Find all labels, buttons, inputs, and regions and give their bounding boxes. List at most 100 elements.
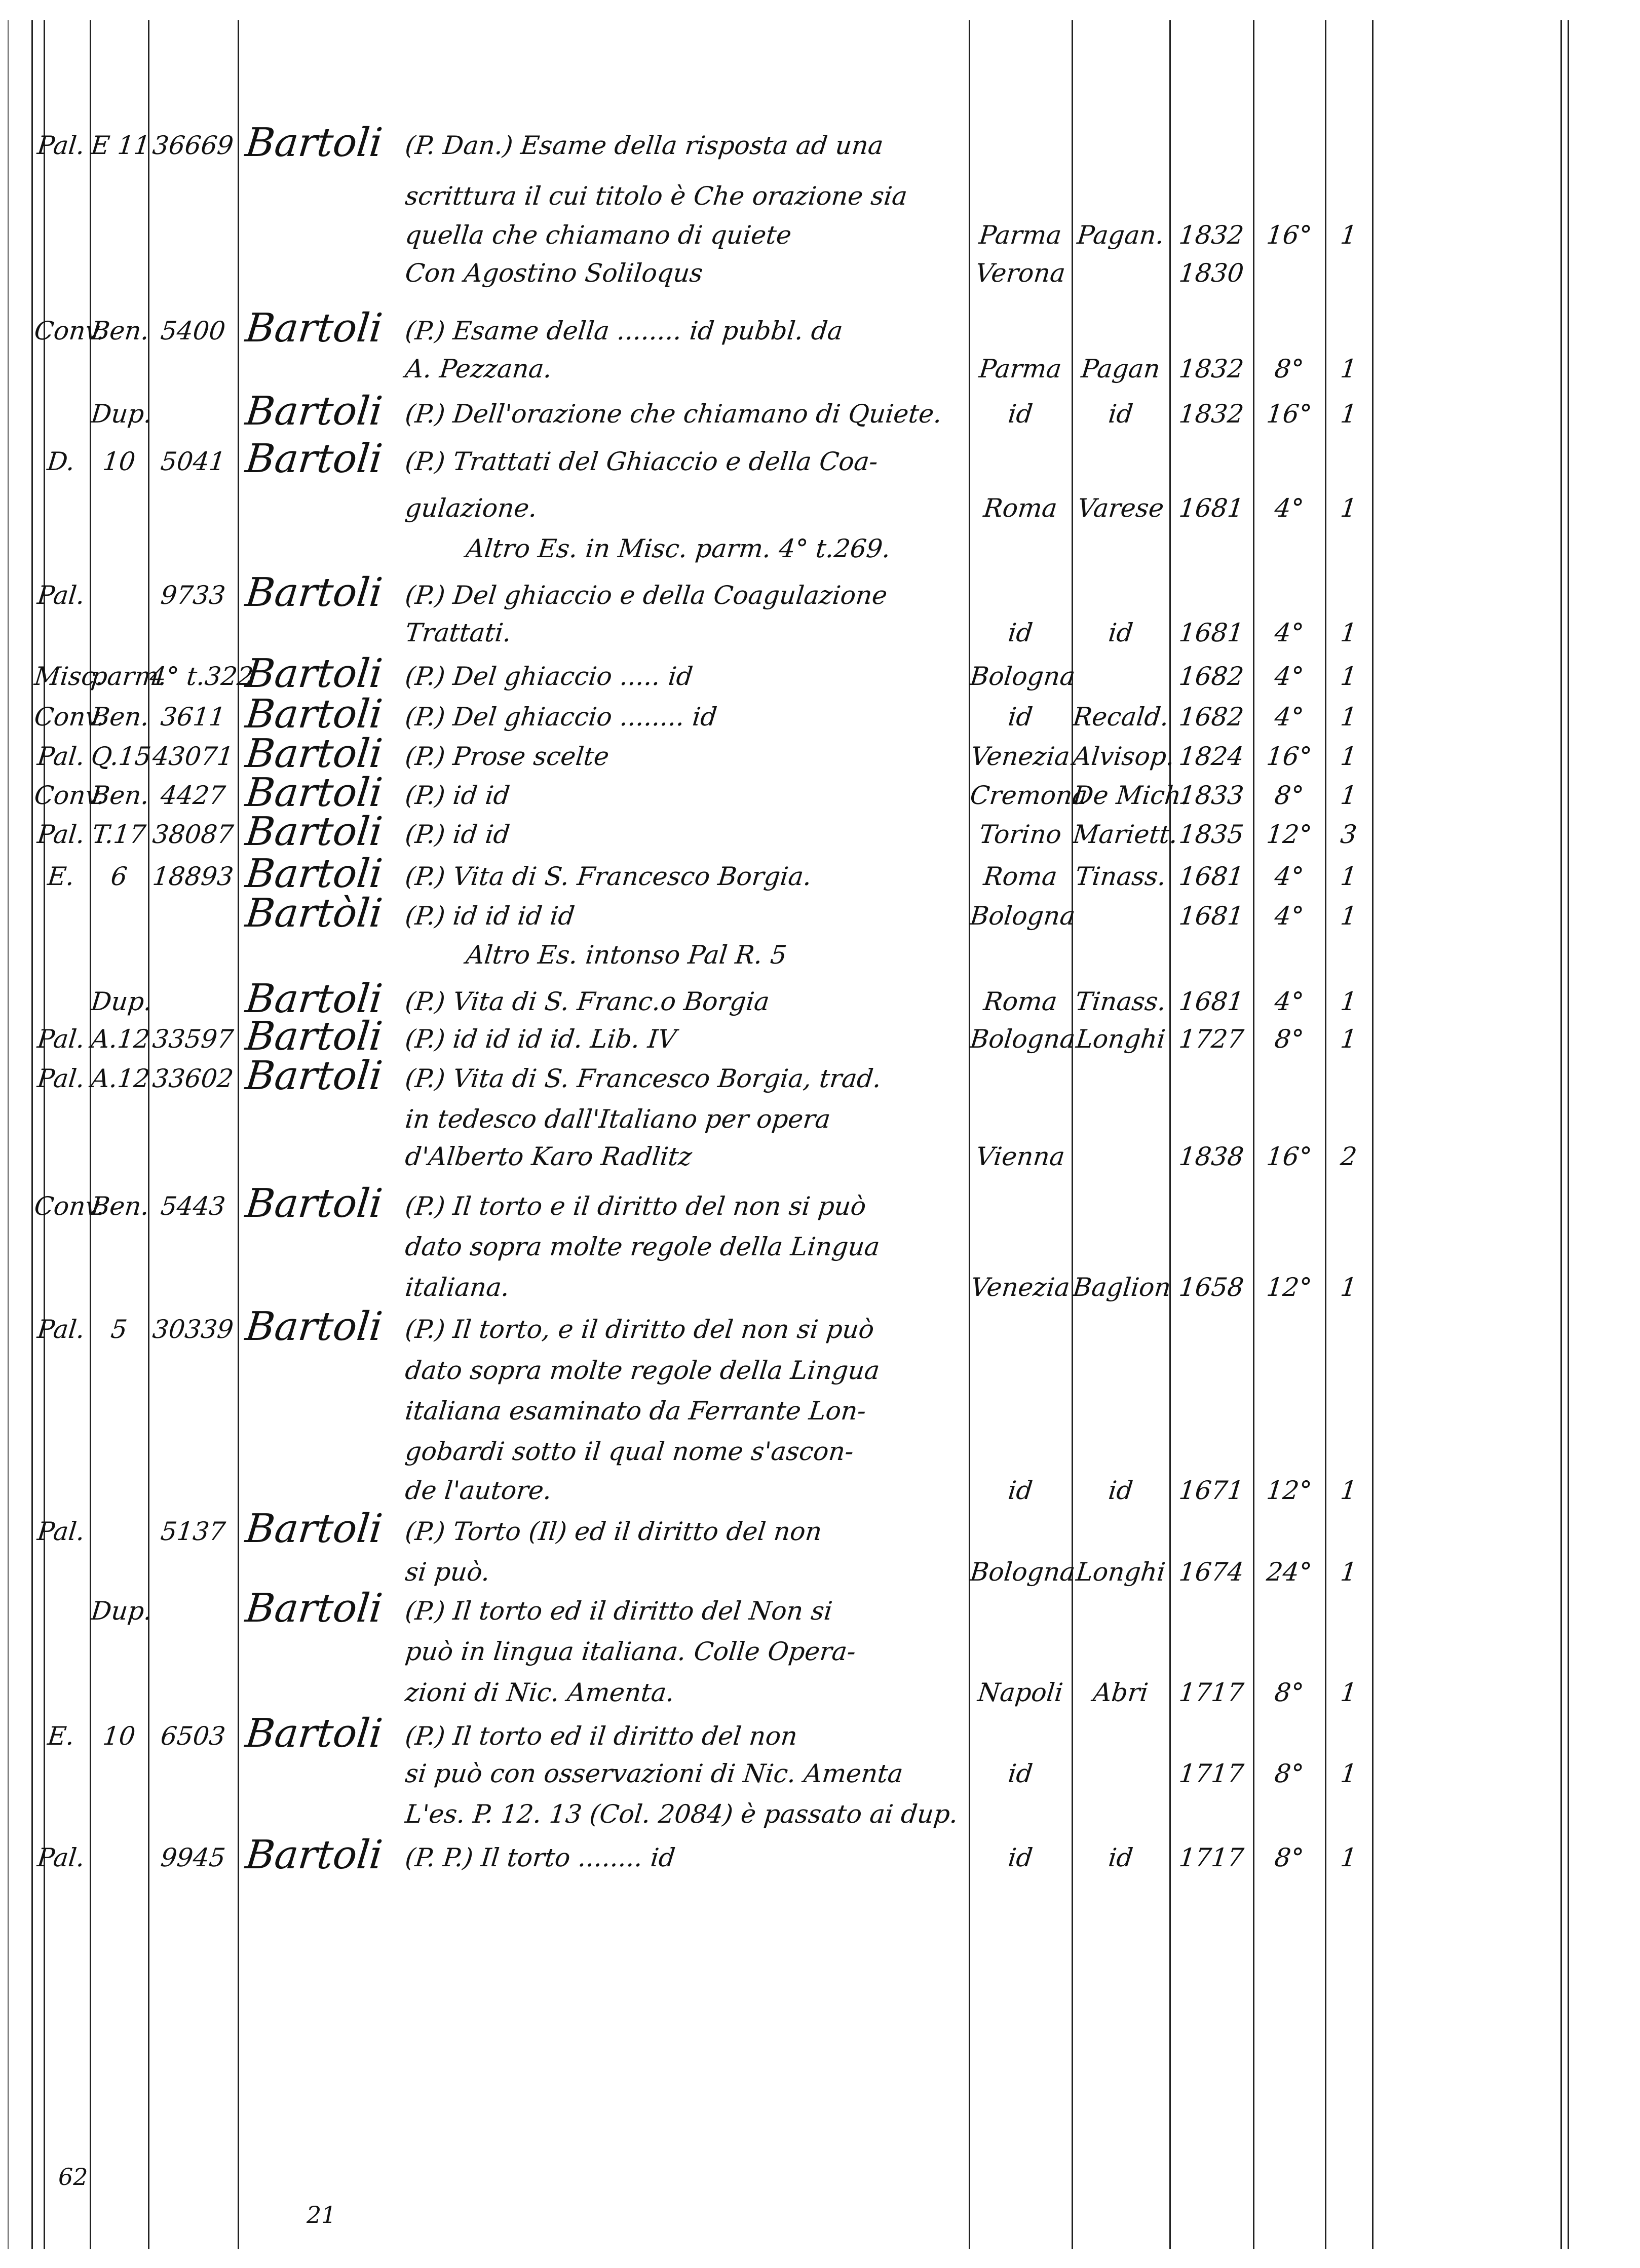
- entry-number: 33597: [151, 1024, 235, 1054]
- entry-author: Bartoli: [243, 1180, 385, 1226]
- entry-title-line: in tedesco dall'Italiano per opera: [403, 1104, 832, 1134]
- entry-title-line: L'es. P. 12. 13 (Col. 2084) è passato ai…: [403, 1799, 960, 1829]
- entry-number: 3611: [159, 702, 227, 732]
- entry-title-line: (P. P.) Il torto ........ id: [403, 1843, 677, 1873]
- entry-fonds: Pal.: [35, 820, 87, 850]
- entry-place: Bologna: [968, 1024, 1077, 1054]
- entry-fonds: Pal.: [35, 1843, 87, 1873]
- entry-author: Bartoli: [243, 436, 385, 482]
- entry-author: Bartoli: [243, 651, 385, 697]
- entry-year: 1835: [1177, 820, 1245, 850]
- entry-year: 1682: [1177, 702, 1245, 732]
- entry-author: Bartoli: [243, 1304, 385, 1350]
- entry-author: Bartoli: [243, 388, 385, 434]
- entry-place: Bologna: [968, 662, 1077, 691]
- entry-author: Bartoli: [243, 1014, 385, 1060]
- entry-year: 1833: [1177, 781, 1245, 811]
- entry-year: 1682: [1177, 662, 1245, 691]
- entry-printer: Recald.: [1071, 702, 1171, 732]
- entry-printer: Baglion: [1071, 1273, 1172, 1302]
- column-rule: [238, 20, 239, 2249]
- entry-shelf: 5: [109, 1315, 129, 1344]
- entry-number: 43071: [151, 741, 235, 771]
- entry-year: 1681: [1177, 986, 1245, 1016]
- entry-year: 1717: [1177, 1759, 1245, 1789]
- entry-printer: Pagan: [1080, 354, 1162, 383]
- entry-place: id: [1006, 618, 1035, 648]
- entry-fonds: E.: [46, 1721, 76, 1751]
- entry-shelf: 10: [101, 447, 137, 477]
- entry-year: 1717: [1177, 1843, 1245, 1873]
- entry-year: 1671: [1177, 1476, 1245, 1506]
- entry-title-line: dato sopra molte regole della Lingua: [403, 1232, 882, 1262]
- entry-copies: 1: [1339, 220, 1358, 250]
- entry-place: id: [1006, 399, 1035, 429]
- entry-copies: 1: [1339, 781, 1358, 811]
- entry-author: Bartoli: [243, 770, 385, 816]
- entry-title-line: può in lingua italiana. Colle Opera-: [403, 1637, 857, 1667]
- entry-shelf: Dup.: [89, 1596, 154, 1626]
- entry-year: 1681: [1177, 862, 1245, 892]
- entry-copies: 1: [1339, 862, 1358, 892]
- entry-author: Bartoli: [243, 305, 385, 352]
- entry-shelf: parm.: [89, 662, 169, 691]
- entry-place: Vienna: [974, 1142, 1066, 1172]
- entry-place: id: [1006, 1476, 1035, 1506]
- entry-format: 4°: [1273, 702, 1305, 732]
- entry-author: Bartoli: [243, 851, 385, 897]
- entry-author: Bartoli: [243, 569, 385, 616]
- entry-printer: Tinass.: [1074, 862, 1168, 892]
- entry-place: Verona: [974, 258, 1067, 288]
- entry-shelf: Ben.: [89, 1191, 151, 1221]
- entry-title-line: quella che chiamano di quiete: [403, 220, 793, 250]
- entry-format: 4°: [1273, 901, 1305, 931]
- entry-number: 5443: [159, 1191, 227, 1221]
- entry-title-line: (P.) Dell'orazione che chiamano di Quiet…: [403, 399, 944, 429]
- entry-copies: 1: [1339, 1024, 1358, 1054]
- entry-format: 4°: [1273, 493, 1305, 523]
- entry-place: Parma: [977, 220, 1063, 250]
- entry-place: Roma: [982, 862, 1059, 892]
- entry-copies: 1: [1339, 1557, 1358, 1587]
- entry-place: Torino: [978, 820, 1063, 850]
- entry-place: Roma: [982, 493, 1059, 523]
- entry-fonds: Pal.: [35, 741, 87, 771]
- entry-number: 9733: [159, 580, 227, 610]
- entry-fonds: Pal.: [35, 1063, 87, 1093]
- entry-place: Napoli: [976, 1677, 1064, 1707]
- entry-title-line: (P.) id id: [403, 781, 512, 811]
- entry-title-line: A. Pezzana.: [403, 354, 554, 383]
- entry-title-line: zioni di Nic. Amenta.: [403, 1677, 676, 1707]
- entry-title-line: de l'autore.: [403, 1476, 553, 1506]
- entry-place: Venezia: [969, 1273, 1072, 1302]
- footer-mark: 21: [307, 2201, 336, 2228]
- column-rule: [1568, 20, 1569, 2249]
- entry-title-line: (P.) id id: [403, 820, 512, 850]
- entry-year: 1824: [1177, 741, 1245, 771]
- entry-number: 6503: [159, 1721, 227, 1751]
- entry-format: 8°: [1273, 781, 1305, 811]
- entry-title-line: (P.) Del ghiaccio e della Coagulazione: [403, 580, 889, 610]
- entry-author: Bartoli: [243, 809, 385, 855]
- entry-printer: id: [1107, 1476, 1135, 1506]
- entry-format: 4°: [1273, 618, 1305, 648]
- column-rule: [8, 20, 9, 2249]
- entry-place: id: [1006, 1843, 1035, 1873]
- entry-title-line: (P.) Vita di S. Francesco Borgia.: [403, 862, 813, 892]
- entry-fonds: D.: [46, 447, 77, 477]
- entry-year: 1674: [1177, 1557, 1245, 1587]
- entry-format: 16°: [1265, 1142, 1313, 1172]
- entry-title-line: (P.) id id id id: [403, 901, 577, 931]
- entry-number: 4427: [159, 781, 227, 811]
- entry-format: 12°: [1265, 1273, 1313, 1302]
- entry-title-line: (P. Dan.) Esame della risposta ad una: [403, 130, 885, 160]
- entry-title-line: (P.) Vita di S. Francesco Borgia, trad.: [403, 1063, 883, 1093]
- entry-format: 8°: [1273, 354, 1305, 383]
- entry-copies: 1: [1339, 493, 1358, 523]
- entry-printer: De Mich.: [1071, 781, 1191, 811]
- entry-title-line: (P.) Prose scelte: [403, 741, 611, 771]
- entry-number: 18893: [151, 862, 235, 892]
- entry-author: Bartoli: [243, 1586, 385, 1632]
- entry-shelf: E 11: [89, 130, 152, 160]
- entry-place: Venezia: [969, 741, 1072, 771]
